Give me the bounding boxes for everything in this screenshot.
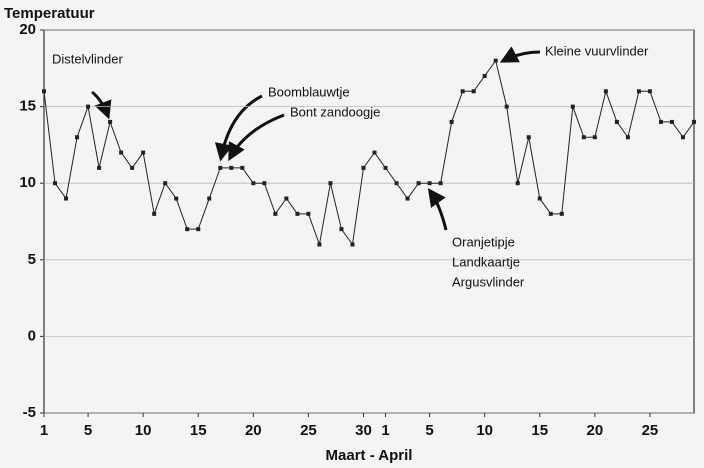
arrow <box>427 188 448 231</box>
point <box>108 119 113 124</box>
point <box>625 135 630 140</box>
point <box>548 211 553 216</box>
point <box>427 181 432 186</box>
x-tick-label: 5 <box>425 422 433 439</box>
point <box>207 196 212 201</box>
point <box>339 227 344 232</box>
point <box>306 211 311 216</box>
point <box>196 227 201 232</box>
y-tick-label: -5 <box>23 404 36 421</box>
point <box>636 89 641 94</box>
point <box>482 73 487 78</box>
y-tick-label: 20 <box>19 21 36 38</box>
y-tick-label: 10 <box>19 174 36 191</box>
annotation: Kleine vuurvlinder <box>545 43 649 58</box>
point <box>449 119 454 124</box>
point <box>152 211 157 216</box>
point <box>295 211 300 216</box>
annotation: Argusvlinder <box>452 274 525 289</box>
point <box>526 135 531 140</box>
point <box>97 165 102 170</box>
point <box>537 196 542 201</box>
x-tick-label: 30 <box>355 422 372 439</box>
annotation: Distelvlinder <box>52 51 123 66</box>
point <box>53 181 58 186</box>
point <box>317 242 322 247</box>
point <box>240 165 245 170</box>
point <box>174 196 179 201</box>
arrow <box>228 113 285 162</box>
point <box>262 181 267 186</box>
annotation: Landkaartje <box>452 254 520 269</box>
plot-frame <box>43 29 695 414</box>
point <box>405 196 410 201</box>
point <box>361 165 366 170</box>
point <box>614 119 619 124</box>
x-tick-label: 1 <box>381 422 389 439</box>
arrow <box>499 46 541 63</box>
point <box>328 181 333 186</box>
point <box>570 104 575 109</box>
y-tick-label: 0 <box>28 327 36 344</box>
point <box>86 104 91 109</box>
x-tick-label: 15 <box>531 422 548 439</box>
point <box>669 119 674 124</box>
point <box>130 165 135 170</box>
point <box>658 119 663 124</box>
x-tick-label: 10 <box>135 422 152 439</box>
point <box>75 135 80 140</box>
arrows <box>91 46 541 231</box>
x-tick-label: 5 <box>84 422 92 439</box>
point <box>471 89 476 94</box>
point <box>64 196 69 201</box>
point <box>394 181 399 186</box>
point <box>141 150 146 155</box>
point <box>218 165 223 170</box>
point <box>350 242 355 247</box>
point <box>185 227 190 232</box>
point <box>119 150 124 155</box>
point <box>372 150 377 155</box>
point <box>251 181 256 186</box>
point <box>592 135 597 140</box>
point <box>647 89 652 94</box>
x-tick-label: 20 <box>587 422 604 439</box>
point <box>163 181 168 186</box>
point <box>504 104 509 109</box>
point <box>42 89 46 94</box>
x-tick-label: 25 <box>642 422 659 439</box>
point <box>692 119 696 124</box>
point <box>515 181 520 186</box>
point <box>284 196 289 201</box>
y-axis-label: Temperatuur <box>4 5 95 22</box>
annotation: Bont zandoogje <box>290 104 380 119</box>
point <box>460 89 465 94</box>
arrow <box>91 90 112 120</box>
point <box>383 165 388 170</box>
y-tick-label: 5 <box>28 251 36 268</box>
x-axis-label: Maart - April <box>326 447 413 464</box>
point <box>229 165 234 170</box>
point <box>559 211 564 216</box>
point <box>273 211 278 216</box>
annotation: Boomblauwtje <box>268 84 350 99</box>
point <box>416 181 421 186</box>
x-tick-label: 15 <box>190 422 207 439</box>
point <box>680 135 685 140</box>
point <box>581 135 586 140</box>
annotation: Oranjetipje <box>452 234 515 249</box>
x-tick-label: 1 <box>40 422 48 439</box>
point <box>603 89 608 94</box>
point <box>493 58 498 63</box>
arrow <box>214 94 263 162</box>
x-tick-label: 10 <box>476 422 493 439</box>
x-tick-label: 25 <box>300 422 317 439</box>
point <box>438 181 443 186</box>
y-tick-label: 15 <box>19 98 36 115</box>
x-tick-label: 20 <box>245 422 262 439</box>
